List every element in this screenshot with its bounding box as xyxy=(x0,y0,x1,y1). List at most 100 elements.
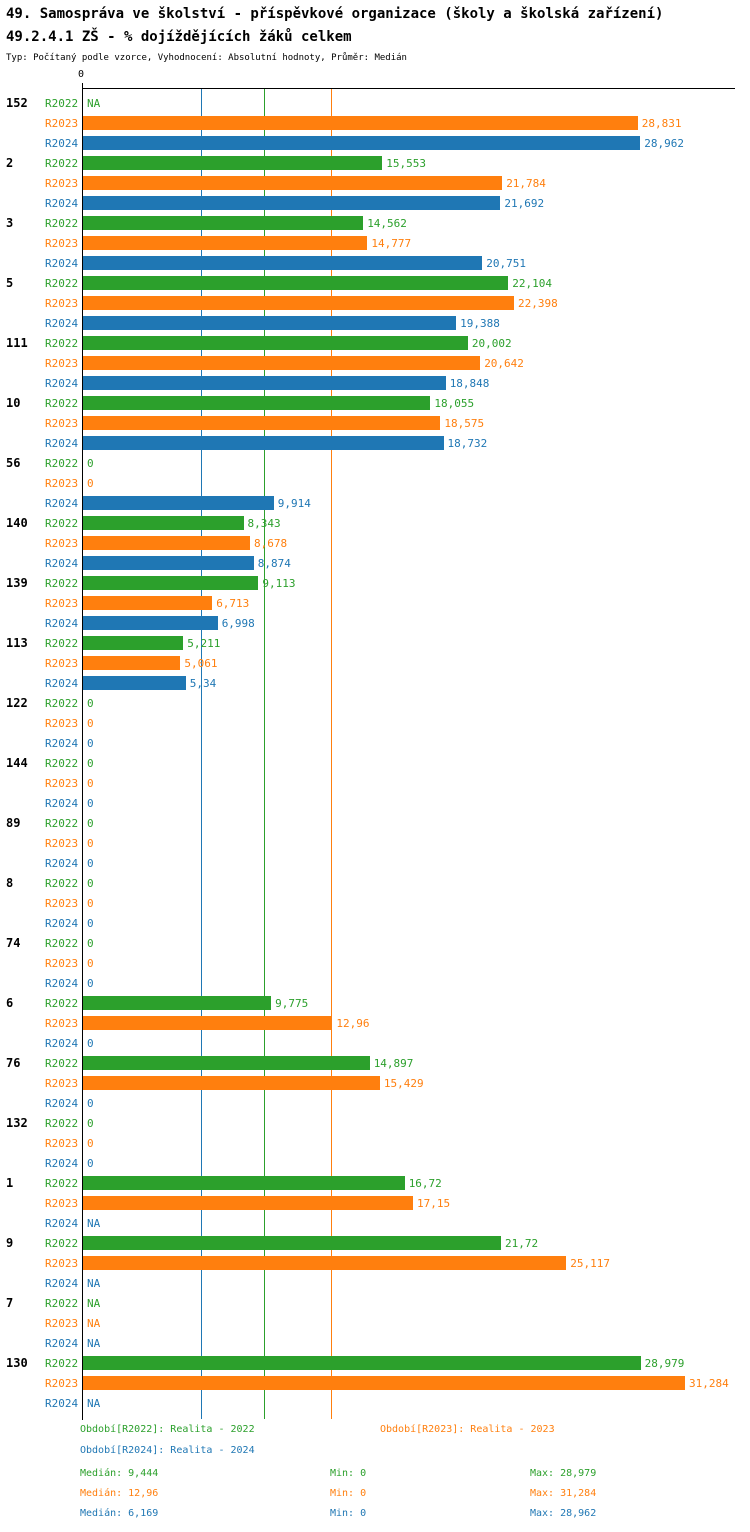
bar-row-r2022: R2022 28,979 xyxy=(0,1353,750,1373)
value-label: 15,553 xyxy=(386,157,427,170)
series-label: R2023 xyxy=(45,1137,79,1150)
series-label: R2022 xyxy=(45,997,79,1010)
chart-group-132: 132 R2022 0 R2023 0 R2024 0 xyxy=(0,1113,750,1173)
x-axis-origin-label: 0 xyxy=(78,69,85,80)
bar-r2023 xyxy=(83,656,181,670)
bar-r2022 xyxy=(83,276,509,290)
bar-r2022 xyxy=(83,216,364,230)
bar-r2022 xyxy=(83,636,184,650)
bar-row-r2024: R2024 18,732 xyxy=(0,433,750,453)
series-label: R2022 xyxy=(45,1297,79,1310)
bar-r2024 xyxy=(83,556,254,570)
value-label: 8,343 xyxy=(247,517,281,530)
value-label: 8,874 xyxy=(257,557,291,570)
series-label: R2024 xyxy=(45,1337,79,1350)
value-label: 17,15 xyxy=(417,1197,451,1210)
chart-group-6: 6 R2022 9,775 R2023 12,96 R2024 0 xyxy=(0,993,750,1053)
bar-r2022 xyxy=(83,156,383,170)
bar-row-r2022: R2022 15,553 xyxy=(0,153,750,173)
series-label: R2023 xyxy=(45,177,79,190)
value-label: 0 xyxy=(87,1117,94,1130)
chart-group-10: 10 R2022 18,055 R2023 18,575 R2024 18,732 xyxy=(0,393,750,453)
series-label: R2023 xyxy=(45,717,79,730)
series-label: R2023 xyxy=(45,1077,79,1090)
chart-group-2: 2 R2022 15,553 R2023 21,784 R2024 21,692 xyxy=(0,153,750,213)
bar-r2023 xyxy=(83,1196,413,1210)
bar-row-r2022: R2022 21,72 xyxy=(0,1233,750,1253)
chart-group-152: 152 R2022 NA R2023 28,831 R2024 28,962 xyxy=(0,93,750,153)
series-label: R2024 xyxy=(45,1097,79,1110)
stat-min-r2023: Min: 0 xyxy=(330,1488,367,1499)
value-label: 6,998 xyxy=(221,617,255,630)
bar-r2024 xyxy=(83,676,186,690)
group-id-label: 8 xyxy=(6,876,14,890)
bar-r2023 xyxy=(83,296,514,310)
value-label: 0 xyxy=(87,757,94,770)
stat-max-r2023: Max: 31,284 xyxy=(530,1488,597,1499)
series-label: R2022 xyxy=(45,637,79,650)
stat-max-r2022: Max: 28,979 xyxy=(530,1468,597,1479)
group-id-label: 113 xyxy=(6,636,28,650)
bar-row-r2024: R2024 NA xyxy=(0,1333,750,1353)
series-label: R2024 xyxy=(45,677,79,690)
series-label: R2023 xyxy=(45,1257,79,1270)
series-label: R2022 xyxy=(45,697,79,710)
series-label: R2023 xyxy=(45,237,79,250)
series-label: R2024 xyxy=(45,377,79,390)
group-id-label: 2 xyxy=(6,156,14,170)
bar-row-r2024: R2024 NA xyxy=(0,1393,750,1413)
bar-row-r2024: R2024 9,914 xyxy=(0,493,750,513)
bar-r2022 xyxy=(83,336,468,350)
bar-row-r2024: R2024 0 xyxy=(0,853,750,873)
bar-row-r2022: R2022 18,055 xyxy=(0,393,750,413)
value-label: 14,777 xyxy=(371,237,412,250)
value-label: 8,678 xyxy=(254,537,288,550)
chart-group-130: 130 R2022 28,979 R2023 31,284 R2024 NA xyxy=(0,1353,750,1413)
bar-r2024 xyxy=(83,376,446,390)
bar-row-r2022: R2022 0 xyxy=(0,693,750,713)
series-label: R2024 xyxy=(45,557,79,570)
series-label: R2024 xyxy=(45,797,79,810)
value-label: 0 xyxy=(87,457,94,470)
bar-row-r2024: R2024 0 xyxy=(0,1153,750,1173)
bar-row-r2023: R2023 NA xyxy=(0,1313,750,1333)
bar-r2024 xyxy=(83,256,483,270)
bar-row-r2023: R2023 25,117 xyxy=(0,1253,750,1273)
series-label: R2023 xyxy=(45,1017,79,1030)
bar-row-r2022: R2022 0 xyxy=(0,453,750,473)
value-label: 0 xyxy=(87,737,94,750)
value-label: 14,562 xyxy=(367,217,407,230)
bar-r2022 xyxy=(83,1056,370,1070)
chart-group-140: 140 R2022 8,343 R2023 8,678 R2024 8,874 xyxy=(0,513,750,573)
value-label: 0 xyxy=(87,937,94,950)
bar-r2024 xyxy=(83,196,501,210)
series-label: R2022 xyxy=(45,517,79,530)
value-label: 22,398 xyxy=(518,297,558,310)
bar-row-r2024: R2024 0 xyxy=(0,913,750,933)
bar-row-r2023: R2023 22,398 xyxy=(0,293,750,313)
group-id-label: 5 xyxy=(6,276,14,290)
value-label: 0 xyxy=(87,917,94,930)
chart-group-9: 9 R2022 21,72 R2023 25,117 R2024 NA xyxy=(0,1233,750,1293)
bar-row-r2024: R2024 8,874 xyxy=(0,553,750,573)
value-label: NA xyxy=(87,1217,101,1230)
median-line-r2022 xyxy=(264,89,265,1419)
bar-r2023 xyxy=(83,596,213,610)
series-label: R2022 xyxy=(45,277,79,290)
value-label: 0 xyxy=(87,697,94,710)
series-label: R2022 xyxy=(45,1237,79,1250)
value-label: 21,692 xyxy=(504,197,545,210)
series-label: R2023 xyxy=(45,1317,79,1330)
y-axis-line xyxy=(82,88,83,1420)
bar-row-r2024: R2024 21,692 xyxy=(0,193,750,213)
bar-row-r2023: R2023 20,642 xyxy=(0,353,750,373)
series-label: R2024 xyxy=(45,917,79,930)
series-label: R2023 xyxy=(45,777,79,790)
bar-row-r2023: R2023 6,713 xyxy=(0,593,750,613)
value-label: NA xyxy=(87,1397,101,1410)
bar-row-r2024: R2024 0 xyxy=(0,973,750,993)
bar-row-r2023: R2023 0 xyxy=(0,833,750,853)
series-label: R2022 xyxy=(45,757,79,770)
series-label: R2024 xyxy=(45,1277,79,1290)
